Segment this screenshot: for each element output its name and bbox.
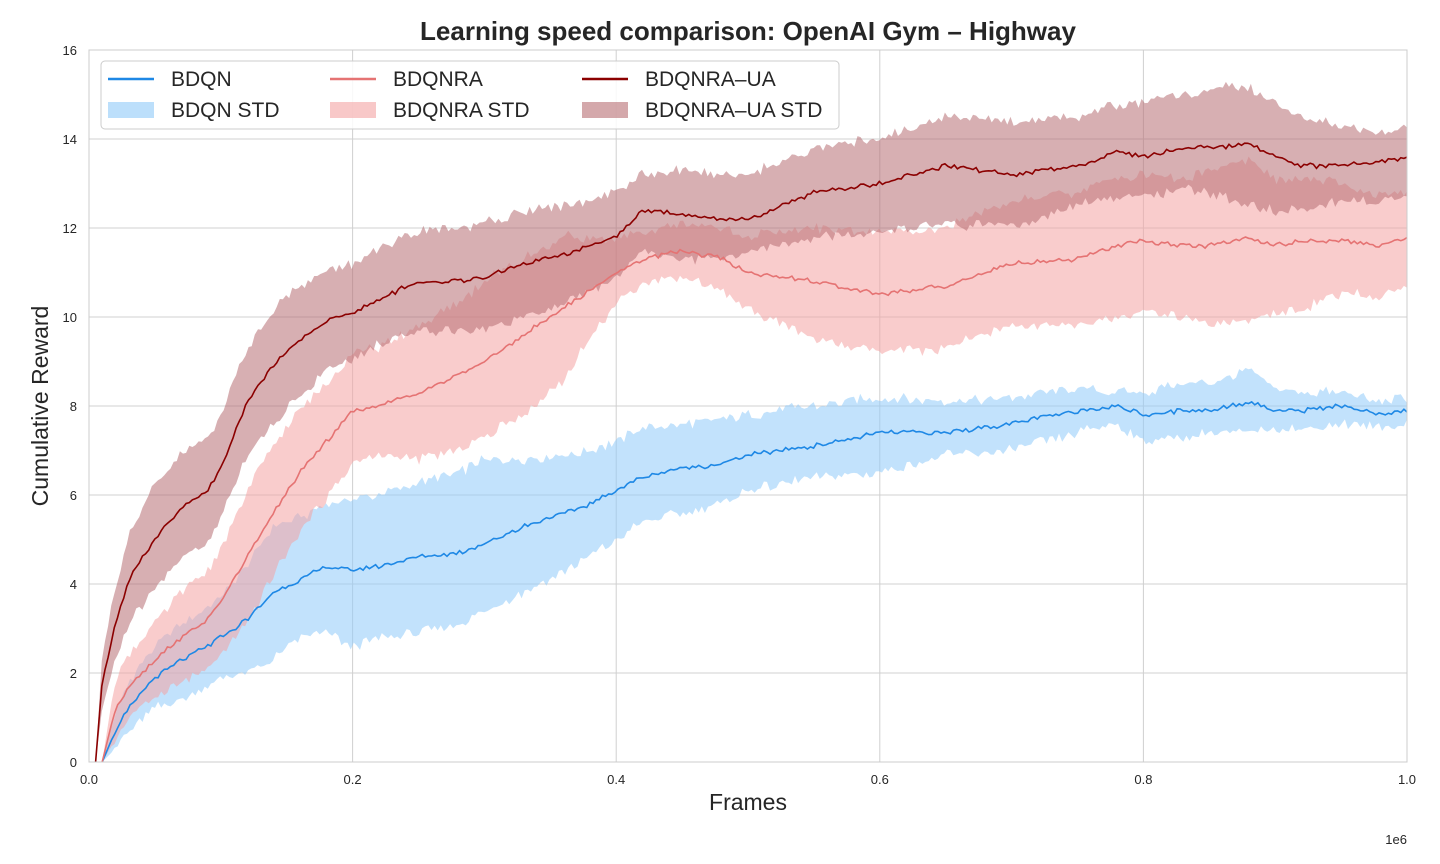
- y-tick-label: 4: [70, 577, 77, 592]
- y-tick-label: 12: [63, 221, 77, 236]
- y-tick-label: 6: [70, 488, 77, 503]
- legend-label-bdqnra_ua-band: BDQNRA–UA STD: [645, 99, 822, 122]
- legend-label-bdqnra_ua-line: BDQNRA–UA: [645, 68, 776, 91]
- std-bands: [95, 81, 1408, 762]
- bdqnra-std-band: [102, 156, 1408, 762]
- legend-swatch-bdqnra-band: [330, 102, 376, 118]
- y-axis-label: Cumulative Reward: [27, 306, 53, 507]
- legend-label-bdqnra-line: BDQNRA: [393, 68, 483, 91]
- bdqn-std-band: [102, 368, 1408, 762]
- bdqn-mean-line: [101, 400, 1408, 763]
- bdqnra_ua-mean-line: [94, 142, 1408, 763]
- series-lines: [94, 142, 1408, 763]
- legend-swatch-bdqnra_ua-band: [582, 102, 628, 118]
- y-tick-label: 8: [70, 399, 77, 414]
- chart-title: Learning speed comparison: OpenAI Gym – …: [420, 16, 1076, 46]
- x-tick-label: 0.4: [607, 772, 625, 787]
- x-offset-label: 1e6: [1385, 832, 1407, 847]
- legend-box: [100, 60, 840, 130]
- plot-frame: [88, 49, 1408, 763]
- bdqnra_ua-std-band: [95, 81, 1408, 762]
- bdqnra-mean-line: [101, 236, 1408, 763]
- legend-label-bdqnra-band: BDQNRA STD: [393, 99, 530, 122]
- x-tick-label: 1.0: [1398, 772, 1416, 787]
- tick-labels: 0.0 0.2 0.4 0.6 0.8 1.0 0 2 4 6 8 10 12 14 16: [63, 43, 1417, 787]
- y-tick-label: 2: [70, 666, 77, 681]
- y-tick-label: 16: [63, 43, 77, 58]
- x-tick-label: 0.6: [871, 772, 889, 787]
- legend: BDQN BDQN STD BDQNRA BDQNRA STD BDQNRA–UA BDQ…: [100, 60, 840, 130]
- x-tick-label: 0.2: [344, 772, 362, 787]
- y-tick-label: 0: [70, 755, 77, 770]
- legend-label-bdqn-line: BDQN: [171, 68, 232, 91]
- y-tick-label: 10: [63, 310, 77, 325]
- x-tick-label: 0.0: [80, 772, 98, 787]
- x-tick-label: 0.8: [1134, 772, 1152, 787]
- y-tick-label: 14: [63, 132, 77, 147]
- x-axis-label: Frames: [709, 789, 787, 815]
- legend-label-bdqn-band: BDQN STD: [171, 99, 280, 122]
- legend-swatch-bdqn-band: [108, 102, 154, 118]
